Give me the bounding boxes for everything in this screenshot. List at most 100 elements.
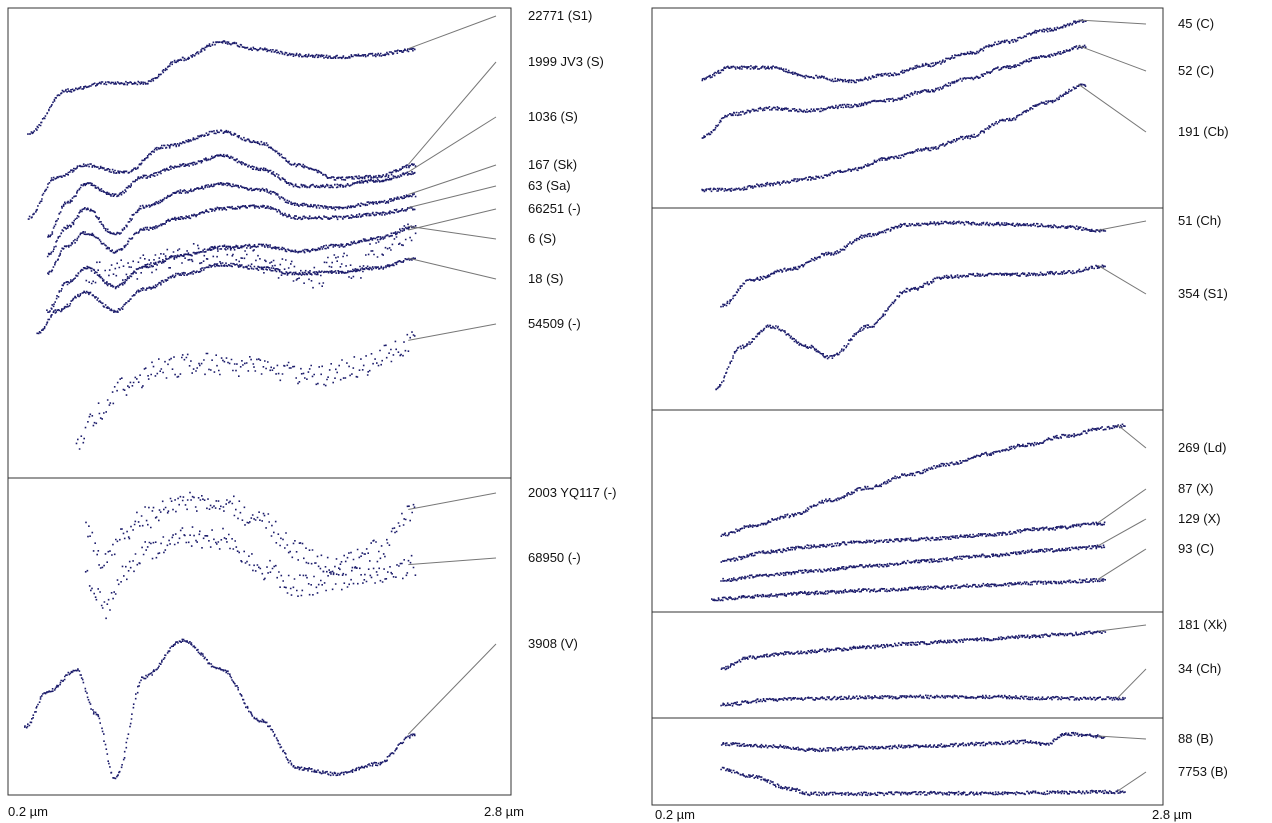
series-label-0-8: 54509 (-) [528, 316, 581, 331]
spectrum-dots-1-2 [24, 638, 416, 780]
spectrum-dots-0-8 [75, 331, 416, 450]
leader-line-0-8 [408, 323, 497, 341]
series-label-2-1: 52 (C) [1178, 63, 1214, 78]
label-leaders [407, 15, 1147, 792]
axis-start-label-0: 0.2 µm [8, 804, 48, 819]
series-label-0-7: 18 (S) [528, 271, 563, 286]
spectrum-dots-4-3 [711, 578, 1106, 602]
spectrum-dots-3-0 [720, 220, 1107, 308]
leader-line-4-2 [1097, 518, 1147, 547]
spectrum-dots-0-4 [47, 204, 416, 275]
series-label-4-0: 269 (Ld) [1178, 440, 1226, 455]
leader-line-1-0 [408, 492, 497, 510]
spectrum-dots-3-1 [715, 264, 1106, 391]
series-label-1-0: 2003 YQ117 (-) [528, 485, 616, 500]
spectrum-0-4 [47, 204, 416, 275]
leader-line-0-4 [408, 185, 497, 209]
spectrum-4-0 [720, 423, 1126, 537]
series-label-5-1: 34 (Ch) [1178, 661, 1221, 676]
spectrum-2-1 [701, 44, 1087, 139]
leader-line-1-1 [408, 557, 497, 566]
series-label-2-0: 45 (C) [1178, 16, 1214, 31]
series-label-0-2: 1036 (S) [528, 109, 578, 124]
series-label-6-1: 7753 (B) [1178, 764, 1228, 779]
spectrum-1-2 [24, 638, 416, 780]
spectrum-6-0 [720, 731, 1106, 753]
spectrum-dots-6-1 [720, 766, 1126, 797]
left-frame [7, 7, 512, 796]
spectrum-0-6 [46, 225, 417, 313]
spectrum-dots-4-2 [720, 544, 1106, 582]
series-label-4-2: 129 (X) [1178, 511, 1221, 526]
spectrum-0-3 [46, 182, 417, 258]
spectrum-4-3 [711, 578, 1106, 602]
series-label-3-0: 51 (Ch) [1178, 213, 1221, 228]
series-label-5-0: 181 (Xk) [1178, 617, 1227, 632]
spectrum-dots-5-1 [720, 694, 1126, 707]
series-label-2-2: 191 (Cb) [1178, 124, 1229, 139]
spectrum-5-1 [720, 694, 1126, 707]
spectrum-6-1 [720, 766, 1126, 797]
spectrum-3-1 [715, 264, 1106, 391]
series-label-0-0: 22771 (S1) [528, 8, 592, 23]
spectrum-1-0 [85, 491, 416, 576]
leader-line-6-0 [1098, 735, 1147, 740]
leader-line-2-0 [1078, 19, 1147, 25]
spectrum-4-2 [720, 544, 1106, 582]
axis-labels: 0.2 µm 2.8 µm 0.2 µm 2.8 µm [8, 804, 1192, 822]
leader-line-0-2 [408, 116, 497, 173]
spectrum-dots-4-0 [720, 423, 1126, 537]
leader-line-1-2 [407, 643, 497, 735]
leader-line-0-0 [408, 15, 497, 50]
spectrum-dots-1-1 [84, 526, 417, 620]
spectrum-dots-4-1 [720, 521, 1106, 563]
series-label-1-1: 68950 (-) [528, 550, 581, 565]
spectra-traces [24, 19, 1126, 797]
leader-line-0-7 [408, 257, 497, 280]
leader-line-3-0 [1097, 220, 1147, 231]
spectrum-dots-0-3 [46, 182, 417, 258]
leader-line-5-0 [1097, 624, 1147, 632]
series-label-4-3: 93 (C) [1178, 541, 1214, 556]
series-label-4-1: 87 (X) [1178, 481, 1213, 496]
spectrum-dots-0-1 [27, 129, 417, 220]
series-label-0-3: 167 (Sk) [528, 157, 577, 172]
spectrum-dots-0-6 [46, 225, 417, 313]
leader-line-2-2 [1078, 83, 1147, 133]
axis-start-label-6: 0.2 µm [655, 807, 695, 822]
spectrum-1-1 [84, 526, 417, 620]
spectrum-dots-1-0 [85, 491, 416, 576]
panel-frames [7, 7, 1164, 806]
spectrum-3-0 [720, 220, 1107, 308]
spectrum-dots-0-0 [27, 40, 416, 135]
right-frame [651, 7, 1164, 806]
spectrum-0-1 [27, 129, 417, 220]
series-labels: 22771 (S1) 1999 JV3 (S) 1036 (S) 167 (Sk) 63… [528, 8, 1229, 779]
leader-line-4-3 [1097, 548, 1147, 580]
series-label-0-5: 66251 (-) [528, 201, 581, 216]
axis-end-label-6: 2.8 µm [1152, 807, 1192, 822]
series-label-0-4: 63 (Sa) [528, 178, 571, 193]
spectrum-4-1 [720, 521, 1106, 563]
leader-line-6-1 [1117, 771, 1147, 792]
series-label-6-0: 88 (B) [1178, 731, 1213, 746]
leader-line-0-3 [408, 164, 497, 195]
series-label-0-6: 6 (S) [528, 231, 556, 246]
leader-line-4-0 [1117, 424, 1147, 449]
spectrum-2-0 [701, 19, 1087, 84]
leader-line-3-1 [1097, 265, 1147, 295]
spectrum-dots-6-0 [720, 731, 1106, 753]
leader-line-0-6 [408, 225, 497, 240]
leader-line-0-5 [408, 208, 497, 231]
leader-line-4-1 [1097, 488, 1147, 524]
spectrum-0-0 [27, 40, 416, 135]
series-label-3-1: 354 (S1) [1178, 286, 1228, 301]
series-label-1-2: 3908 (V) [528, 636, 578, 651]
axis-end-label-0: 2.8 µm [484, 804, 524, 819]
spectrum-dots-5-0 [720, 630, 1107, 671]
spectrum-0-8 [75, 331, 416, 450]
spectrum-5-0 [720, 630, 1107, 671]
leader-line-0-1 [407, 61, 497, 165]
spectrum-dots-2-0 [701, 19, 1087, 84]
